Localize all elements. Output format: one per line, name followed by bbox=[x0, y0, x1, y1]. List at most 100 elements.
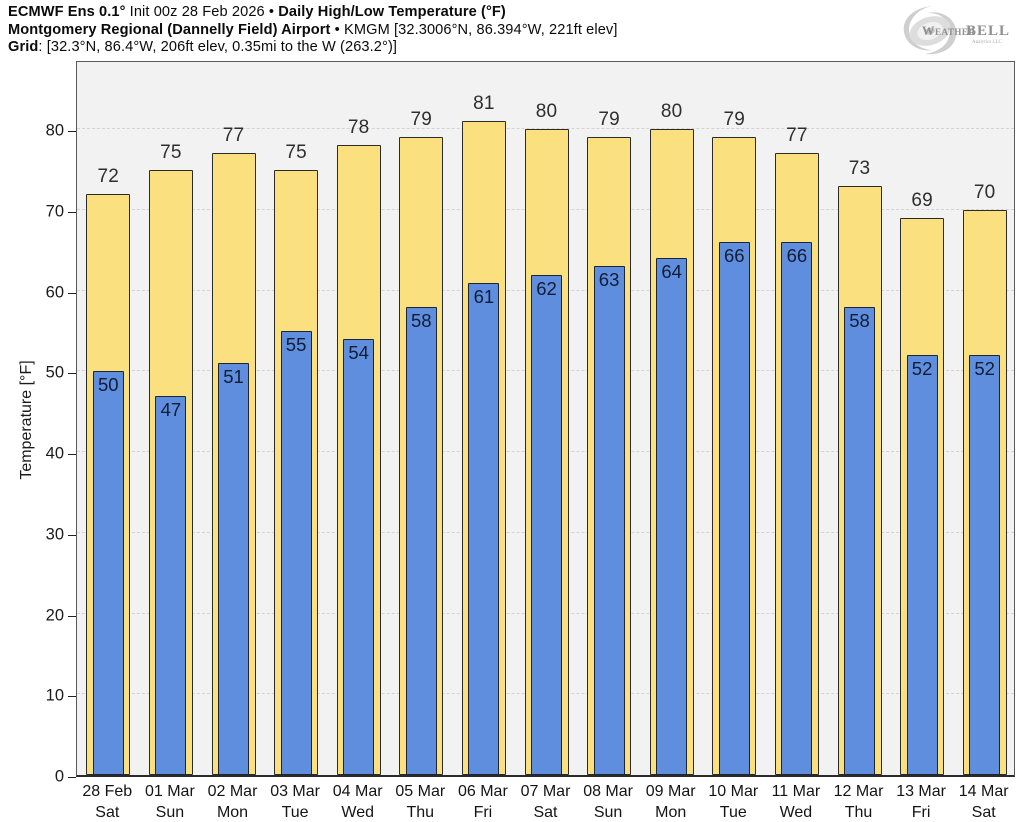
high-value-label: 72 bbox=[97, 165, 120, 187]
low-bar-01-Mar: 47 bbox=[155, 395, 187, 775]
title-segment: • KMGM [32.3006°N, 86.394°W, 221ft elev] bbox=[330, 21, 618, 38]
y-tick-mark-80 bbox=[68, 131, 76, 133]
x-tick-label-11-Mar: 11 Mar Wed bbox=[761, 781, 831, 822]
x-tick-label-03-Mar: 03 Mar Tue bbox=[260, 781, 330, 822]
y-tick-mark-50 bbox=[68, 373, 76, 375]
x-tick-label-09-Mar: 09 Mar Mon bbox=[636, 781, 706, 822]
x-label-date: 14 Mar bbox=[958, 783, 1009, 800]
logo-text-analytics: Analytics LLC bbox=[972, 40, 1003, 45]
x-tick-label-05-Mar: 05 Mar Thu bbox=[385, 781, 455, 822]
logo-text-weather: Weather bbox=[922, 24, 975, 38]
high-value-label: 75 bbox=[160, 141, 182, 163]
title-segment: Init 00z 28 Feb 2026 • bbox=[125, 4, 279, 20]
low-bar-04-Mar: 54 bbox=[343, 339, 375, 775]
y-tick-label-80: 80 bbox=[45, 121, 64, 140]
x-label-day: Fri bbox=[473, 804, 493, 821]
x-tick-label-10-Mar: 10 Mar Tue bbox=[698, 781, 768, 822]
low-bar-13-Mar: 52 bbox=[906, 355, 938, 775]
chart-header: ECMWF Ens 0.1° Init 00z 28 Feb 2026 • Da… bbox=[8, 4, 888, 57]
x-tick-label-04-Mar: 04 Mar Wed bbox=[323, 781, 393, 822]
gridline-80 bbox=[77, 128, 1014, 130]
low-value-label: 64 bbox=[661, 261, 682, 283]
x-label-date: 09 Mar bbox=[645, 783, 696, 800]
title-segment-bold: Daily High/Low Temperature (°F) bbox=[278, 4, 506, 20]
y-tick-mark-20 bbox=[68, 615, 76, 617]
x-label-date: 08 Mar bbox=[583, 783, 633, 800]
plot-area: 50 72 47 75 51 77 55 75 54 78 58 79 61 81 62 80 63 79 64 80… bbox=[76, 61, 1015, 777]
x-label-date: 04 Mar bbox=[332, 783, 383, 800]
x-label-day: Mon bbox=[655, 804, 687, 821]
low-bar-09-Mar: 64 bbox=[656, 258, 688, 775]
title-segment-bold: Montgomery Regional (Dannelly Field) Air… bbox=[8, 21, 331, 38]
low-bar-05-Mar: 58 bbox=[405, 306, 437, 775]
x-label-day: Tue bbox=[719, 804, 747, 821]
x-label-day: Sat bbox=[533, 804, 558, 821]
high-value-label: 79 bbox=[723, 109, 746, 131]
low-value-label: 50 bbox=[98, 374, 119, 396]
x-tick-label-12-Mar: 12 Mar Thu bbox=[824, 781, 894, 822]
low-value-label: 52 bbox=[911, 358, 933, 380]
high-value-label: 77 bbox=[222, 125, 245, 147]
high-value-label: 73 bbox=[848, 157, 871, 179]
y-tick-mark-10 bbox=[68, 696, 76, 698]
x-label-date: 13 Mar bbox=[896, 783, 946, 800]
x-label-day: Fri bbox=[911, 804, 931, 821]
x-label-day: Wed bbox=[341, 804, 374, 821]
x-label-date: 07 Mar bbox=[520, 783, 571, 800]
low-value-label: 52 bbox=[974, 358, 995, 380]
x-tick-label-06-Mar: 06 Mar Fri bbox=[448, 781, 518, 822]
x-tick-label-08-Mar: 08 Mar Sun bbox=[573, 781, 643, 822]
title-segment: : [32.3°N, 86.4°W, 206ft elev, 0.35mi to… bbox=[38, 39, 398, 56]
high-value-label: 78 bbox=[347, 117, 370, 139]
high-value-label: 80 bbox=[535, 101, 558, 123]
low-bar-06-Mar: 61 bbox=[468, 282, 500, 775]
high-value-label: 81 bbox=[473, 93, 495, 115]
x-tick-label-14-Mar: 14 Mar Sat bbox=[949, 781, 1019, 822]
x-label-day: Sun bbox=[155, 804, 185, 821]
low-value-label: 66 bbox=[786, 245, 808, 267]
y-tick-mark-60 bbox=[68, 292, 76, 294]
low-value-label: 51 bbox=[223, 366, 244, 388]
x-label-date: 28 Feb bbox=[82, 783, 133, 800]
low-bar-10-Mar: 66 bbox=[718, 242, 750, 775]
title-line-1: ECMWF Ens 0.1° Init 00z 28 Feb 2026 • Da… bbox=[8, 4, 888, 22]
x-label-date: 02 Mar bbox=[207, 783, 258, 800]
weatherbell-swirl-icon: Weather BELL Analytics LLC bbox=[903, 6, 1009, 55]
low-value-label: 58 bbox=[411, 309, 432, 331]
title-line-3: Grid: [32.3°N, 86.4°W, 206ft elev, 0.35m… bbox=[8, 39, 888, 57]
low-value-label: 66 bbox=[724, 245, 745, 267]
y-tick-label-10: 10 bbox=[45, 686, 64, 705]
low-value-label: 62 bbox=[536, 277, 557, 299]
title-segment-bold: ECMWF Ens 0.1° bbox=[8, 4, 126, 20]
high-value-label: 69 bbox=[911, 190, 933, 212]
y-tick-label-0: 0 bbox=[54, 767, 64, 786]
x-tick-label-07-Mar: 07 Mar Sat bbox=[511, 781, 581, 822]
x-label-day: Thu bbox=[844, 804, 873, 821]
y-tick-mark-70 bbox=[68, 211, 76, 213]
x-label-day: Thu bbox=[406, 804, 435, 821]
title-line-2: Montgomery Regional (Dannelly Field) Air… bbox=[8, 22, 888, 40]
low-bar-07-Mar: 62 bbox=[531, 274, 562, 775]
y-tick-mark-30 bbox=[68, 534, 76, 536]
x-label-date: 11 Mar bbox=[771, 783, 821, 800]
x-label-date: 12 Mar bbox=[833, 783, 884, 800]
x-tick-label-01-Mar: 01 Mar Sun bbox=[135, 781, 205, 822]
y-tick-label-60: 60 bbox=[45, 283, 64, 302]
high-value-label: 80 bbox=[660, 101, 683, 123]
y-tick-label-30: 30 bbox=[45, 525, 64, 544]
y-tick-label-70: 70 bbox=[45, 202, 64, 221]
title-segment-bold: Grid bbox=[8, 39, 39, 56]
high-value-label: 70 bbox=[973, 181, 996, 203]
low-bar-12-Mar: 58 bbox=[844, 306, 875, 775]
low-value-label: 58 bbox=[849, 309, 870, 331]
y-tick-label-40: 40 bbox=[45, 444, 64, 463]
x-tick-label-13-Mar: 13 Mar Fri bbox=[886, 781, 956, 822]
x-label-date: 03 Mar bbox=[270, 783, 320, 800]
y-tick-mark-0 bbox=[68, 777, 76, 778]
plot-inner: 50 72 47 75 51 77 55 75 54 78 58 79 61 81 62 80 63 79 64 80… bbox=[77, 62, 1014, 775]
low-bar-02-Mar: 51 bbox=[218, 363, 249, 775]
x-label-day: Tue bbox=[281, 804, 309, 821]
low-bar-11-Mar: 66 bbox=[781, 242, 813, 775]
low-value-label: 54 bbox=[348, 342, 369, 364]
